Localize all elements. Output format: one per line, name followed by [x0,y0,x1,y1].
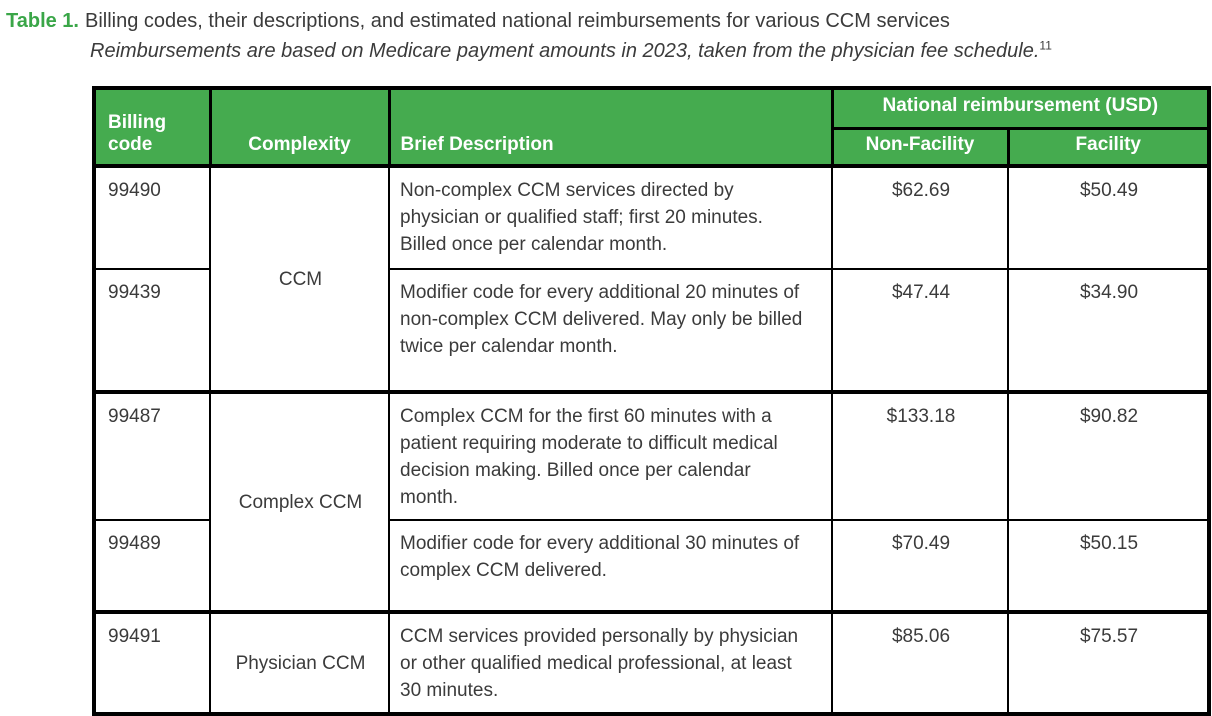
caption-subtitle-line: Reimbursements are based on Medicare pay… [90,38,1208,65]
table-body: 99490 CCM Non-complex CCM services direc… [93,163,1211,715]
billing-code-cell: 99439 [93,267,211,393]
table-header: Billing code Complexity Brief Descriptio… [92,86,1211,167]
caption-subtitle-text: Reimbursements are based on Medicare pay… [90,40,1040,62]
non-facility-amount-cell: $70.49 [831,518,1009,613]
description-cell: Modifier code for every additional 20 mi… [388,267,833,393]
non-facility-amount-cell: $62.69 [831,163,1009,270]
billing-code-cell: 99489 [93,518,211,613]
complexity-cell-complex-ccm: Complex CCM [209,389,390,613]
non-facility-amount-cell: $85.06 [831,609,1009,715]
complexity-cell-physician-ccm: Physician CCM [209,609,390,715]
col-header-billing-code: Billing code [92,86,212,167]
header-row-group: Billing code Complexity Brief Descriptio… [92,86,1211,167]
table-row-99489: 99489 Modifier code for every additional… [93,518,1211,613]
caption-title-text: Billing codes, their descriptions, and e… [85,10,950,32]
description-cell: Modifier code for every additional 30 mi… [388,518,833,613]
footnote-ref: 11 [1039,38,1052,53]
table-row-99490: 99490 CCM Non-complex CCM services direc… [93,163,1211,393]
non-facility-amount-cell: $47.44 [831,267,1009,393]
facility-amount-cell: $34.90 [1006,267,1211,393]
col-header-facility: Facility [1006,126,1211,167]
table-row-99439: 99439 Modifier code for every additional… [93,267,1211,393]
col-header-complexity: Complexity [208,86,391,167]
billing-code-cell: 99491 [93,609,211,715]
col-header-non-facility: Non-Facility [830,126,1010,167]
table-caption: Table 1. Billing codes, their description… [6,8,1208,65]
billing-codes-table: Billing code Complexity Brief Descriptio… [92,86,1212,716]
facility-amount-cell: $50.49 [1006,163,1211,270]
facility-amount-cell: $75.57 [1006,609,1211,715]
billing-code-cell: 99487 [93,389,211,521]
table-number-label: Table 1. [6,10,79,32]
billing-code-cell: 99490 [93,163,211,270]
non-facility-amount-cell: $133.18 [831,389,1009,521]
facility-amount-cell: $90.82 [1006,389,1211,521]
col-header-description: Brief Description [387,86,834,167]
description-cell: Complex CCM for the first 60 minutes wit… [388,389,833,521]
table-row-99487: 99487 Complex CCM Complex CCM for the fi… [93,389,1211,613]
complexity-cell-ccm: CCM [209,163,390,393]
description-cell: CCM services provided personally by phys… [388,609,833,715]
table-row-99491: 99491 Physician CCM CCM services provide… [93,609,1211,715]
col-header-national-reimbursement: National reimbursement (USD) [830,86,1211,130]
header-row-sub: Non-Facility Facility [94,126,1211,167]
caption-title-line: Table 1. Billing codes, their description… [6,8,1208,35]
description-cell: Non-complex CCM services directed by phy… [388,163,833,270]
facility-amount-cell: $50.15 [1006,518,1211,613]
